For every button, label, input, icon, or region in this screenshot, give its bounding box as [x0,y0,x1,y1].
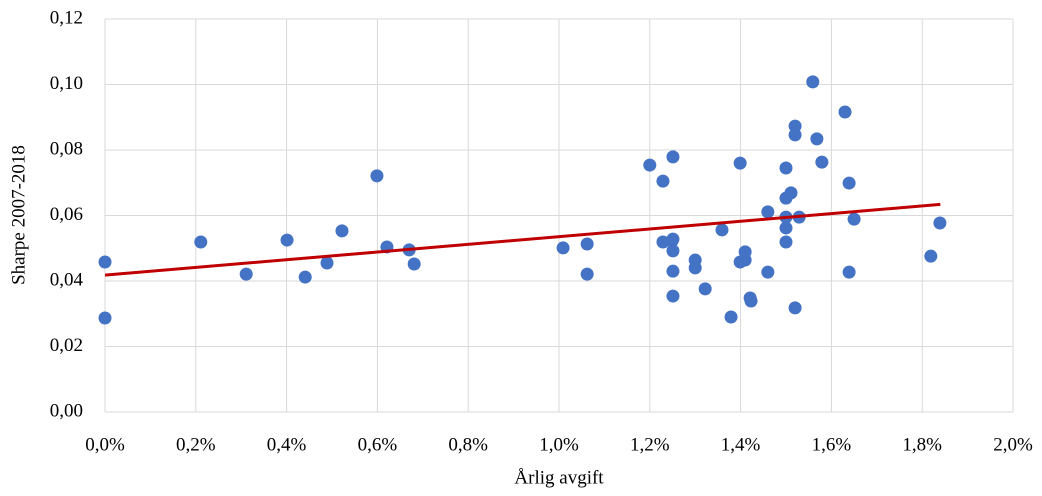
scatter-point [556,241,570,255]
x-axis-title: Årlig avgift [514,467,604,488]
y-tick-label: 0,02 [50,335,83,356]
scatter-point [724,310,738,324]
scatter-point [738,245,752,259]
x-tick-label: 1,0% [539,434,579,455]
scatter-point [370,169,384,183]
scatter-point [666,244,680,258]
x-tick-label: 0,0% [85,434,125,455]
x-tick-label: 0,8% [448,434,488,455]
scatter-point [580,267,594,281]
y-tick-label: 0,06 [50,204,83,225]
scatter-point [847,212,861,226]
trendline [104,202,941,277]
scatter-point [842,176,856,190]
scatter-point [842,265,856,279]
x-tick-label: 0,4% [267,434,307,455]
scatter-point [815,155,829,169]
x-tick-label: 1,4% [721,434,761,455]
scatter-point [643,158,657,172]
scatter-point [933,216,947,230]
scatter-point [806,75,820,89]
y-tick-label: 0,04 [50,269,84,290]
y-tick-label: 0,00 [50,400,83,421]
scatter-point [810,132,824,146]
scatter-point [784,186,798,200]
y-axis-title: Sharpe 2007-2018 [8,145,29,285]
scatter-point [698,282,712,296]
scatter-point [838,105,852,119]
x-tick-label: 0,2% [176,434,216,455]
scatter-point [761,265,775,279]
y-tick-label: 0,10 [50,73,83,94]
scatter-point [656,174,670,188]
scatter-point [320,256,334,270]
scatter-point [280,233,294,247]
scatter-point [580,237,594,251]
scatter-point [715,223,729,237]
scatter-point [666,289,680,303]
scatter-point [779,235,793,249]
scatter-point [924,249,938,263]
scatter-point [98,255,112,269]
scatter-point [407,257,421,271]
scatter-point [788,301,802,315]
scatter-point [744,294,758,308]
scatter-point [194,235,208,249]
scatter-point [298,270,312,284]
scatter-point [733,156,747,170]
x-tick-label: 1,6% [812,434,852,455]
y-tick-label: 0,08 [50,138,83,159]
scatter-point [779,221,793,235]
scatter-point [688,261,702,275]
x-tick-label: 0,6% [358,434,398,455]
scatter-point [239,267,253,281]
x-tick-label: 1,8% [902,434,942,455]
scatter-point [666,264,680,278]
scatter-point [779,161,793,175]
scatter-point [788,128,802,142]
x-tick-label: 1,2% [630,434,670,455]
scatter-point [666,232,680,246]
scatter-point [666,150,680,164]
scatter-point [335,224,349,238]
scatter-point [761,205,775,219]
y-tick-label: 0,12 [50,7,83,28]
scatter-point [98,311,112,325]
x-tick-label: 2,0% [993,434,1033,455]
